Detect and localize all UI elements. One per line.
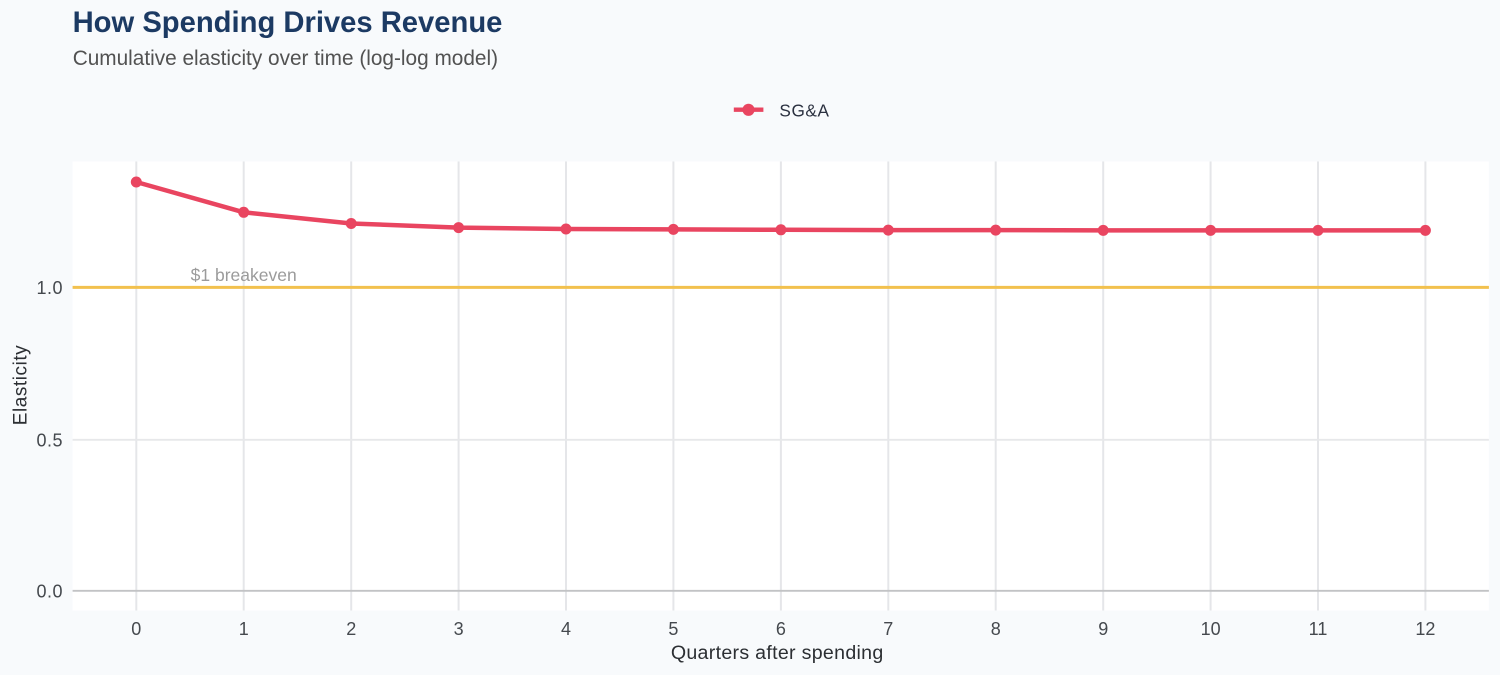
svg-text:11: 11	[1309, 619, 1328, 639]
svg-text:9: 9	[1098, 619, 1108, 639]
svg-text:1.0: 1.0	[36, 278, 63, 298]
svg-text:Quarters after spending: Quarters after spending	[671, 642, 884, 664]
svg-text:Cumulative elasticity over tim: Cumulative elasticity over time (log-log…	[73, 47, 498, 70]
svg-text:How Spending Drives Revenue: How Spending Drives Revenue	[73, 7, 503, 39]
svg-text:2: 2	[346, 619, 356, 639]
svg-text:10: 10	[1201, 619, 1221, 639]
svg-text:0: 0	[131, 619, 141, 639]
svg-text:0.0: 0.0	[36, 581, 63, 601]
svg-text:7: 7	[883, 619, 893, 639]
svg-text:6: 6	[776, 619, 786, 639]
svg-text:$1 breakeven: $1 breakeven	[191, 265, 297, 285]
svg-text:12: 12	[1415, 619, 1435, 639]
svg-text:4: 4	[561, 619, 571, 639]
svg-text:Elasticity: Elasticity	[10, 345, 31, 425]
svg-text:8: 8	[991, 619, 1001, 639]
svg-text:5: 5	[668, 619, 678, 639]
svg-text:SG&A: SG&A	[779, 100, 829, 120]
svg-text:0.5: 0.5	[36, 430, 63, 450]
svg-text:1: 1	[239, 619, 249, 639]
svg-text:3: 3	[454, 619, 464, 639]
